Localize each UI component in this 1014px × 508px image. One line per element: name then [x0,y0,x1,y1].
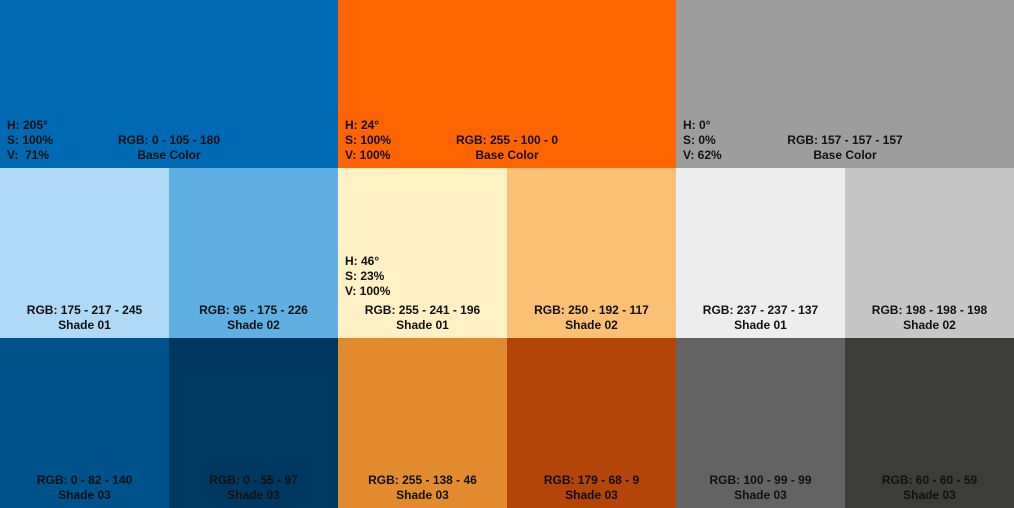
swatch-label: Shade 03 [734,488,787,502]
rgb-text: RGB: 157 - 157 - 157 [787,133,903,147]
rgb-text: RGB: 255 - 241 - 196 [364,303,481,317]
shade-swatch: RGB: 237 - 237 - 137 Shade 01 [676,168,845,338]
shade-swatch: RGB: 179 - 68 - 9 Shade 03 [507,338,676,508]
hsv-text: S: 100% [345,133,392,147]
shade-swatch: RGB: 175 - 217 - 245 Shade 01 [0,168,169,338]
swatch-label: Shade 02 [903,318,956,332]
swatch-label: Shade 01 [58,318,111,332]
shade-swatch: RGB: 0 - 55 - 97 Shade 03 [169,338,338,508]
shade-swatch: RGB: 95 - 175 - 226 Shade 02 [169,168,338,338]
rgb-text: RGB: 0 - 105 - 180 [117,133,221,147]
shade-swatch: RGB: 255 - 138 - 46 Shade 03 [338,338,507,508]
rgb-text: RGB: 60 - 60 - 59 [881,473,978,487]
swatch-label: Shade 01 [396,318,449,332]
rgb-text: RGB: 100 - 99 - 99 [709,473,812,487]
hsv-text: S: 23% [345,269,385,283]
rgb-text: RGB: 250 - 192 - 117 [534,303,649,317]
swatch-label: Shade 02 [227,318,280,332]
hsv-text: H: 24° [345,118,380,132]
shade-swatch: RGB: 0 - 82 - 140 Shade 03 [0,338,169,508]
rgb-text: RGB: 198 - 198 - 198 [871,303,988,317]
swatch-label: Base Color [137,148,201,162]
shade-swatch: RGB: 60 - 60 - 59 Shade 03 [845,338,1014,508]
base-swatch: H: 0° S: 0% V: 62% RGB: 157 - 157 - 157 Base… [676,0,1014,168]
hsv-text: H: 205° [7,118,48,132]
rgb-text: RGB: 255 - 100 - 0 [455,133,559,147]
rgb-text: RGB: 95 - 175 - 226 [199,303,308,317]
swatch-label: Shade 03 [396,488,449,502]
hsv-text: V: 100% [345,284,391,298]
shade-swatch: RGB: 250 - 192 - 117 Shade 02 [507,168,676,338]
rgb-text: RGB: 0 - 55 - 97 [209,473,298,487]
base-swatch: H: 205° S: 100% V: 71% RGB: 0 - 105 - 180 Ba… [0,0,338,168]
shade-swatch: RGB: 100 - 99 - 99 Shade 03 [676,338,845,508]
hsv-text: V: 62% [683,148,722,162]
swatch-label: Shade 03 [903,488,956,502]
swatch-label: Shade 02 [565,318,618,332]
base-swatch: H: 24° S: 100% V: 100% RGB: 255 - 100 - 0 Ba… [338,0,676,168]
swatch-label: Shade 03 [565,488,618,502]
rgb-text: RGB: 255 - 138 - 46 [368,473,477,487]
hsv-text: H: 0° [683,118,711,132]
swatch-label: Base Color [475,148,539,162]
hsv-text: H: 46° [345,254,380,268]
hsv-text: V: 71% [7,148,50,162]
rgb-text: RGB: 175 - 217 - 245 [26,303,143,317]
rgb-text: RGB: 0 - 82 - 140 [36,473,133,487]
shade-swatch: RGB: 198 - 198 - 198 Shade 02 [845,168,1014,338]
swatch-label: Base Color [813,148,877,162]
hsv-text: S: 0% [683,133,716,147]
hsv-text: V: 100% [345,148,391,162]
rgb-text: RGB: 179 - 68 - 9 [543,473,640,487]
shade-swatch: H: 46° S: 23% V: 100% RGB: 255 - 241 - 196 S… [338,168,507,338]
swatch-label: Shade 01 [734,318,787,332]
rgb-text: RGB: 237 - 237 - 137 [702,303,819,317]
hsv-text: S: 100% [7,133,54,147]
swatch-label: Shade 03 [58,488,111,502]
swatch-label: Shade 03 [227,488,280,502]
